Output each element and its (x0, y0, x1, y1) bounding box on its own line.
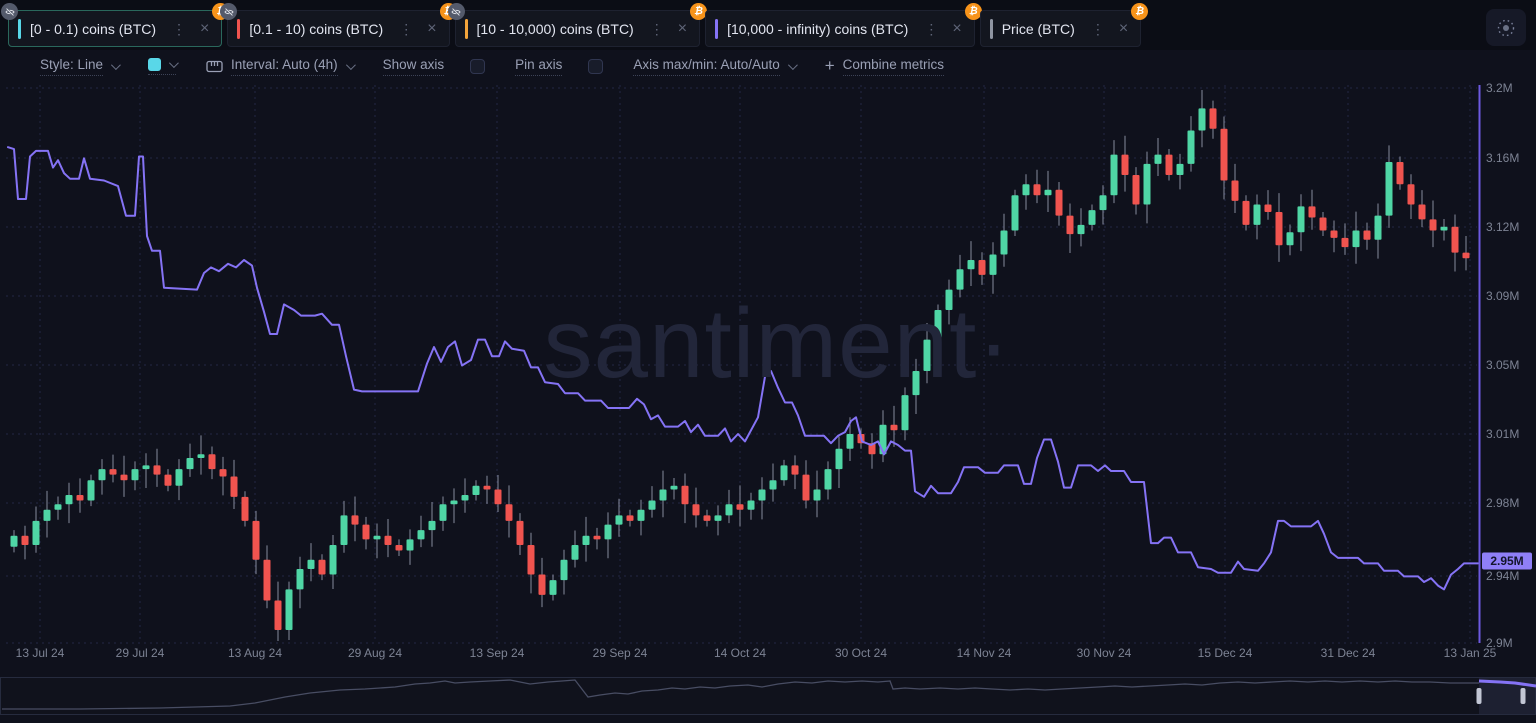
x-axis-labels: 13 Jul 24 29 Jul 24 13 Aug 24 29 Aug 24 13 S… (16, 646, 1497, 660)
timeline-navigator[interactable] (0, 677, 1536, 715)
chart-toolbar: Style: Line Interval: Auto (4h) Show axi… (0, 50, 1536, 82)
navigator-line (2, 679, 1479, 710)
tab-close-button[interactable]: × (200, 19, 210, 37)
metric-tab[interactable]: [0 - 0.1) coins (BTC)⋮×₿ (1, 3, 230, 47)
show-axis-checkbox[interactable] (470, 58, 486, 74)
svg-text:3.2M: 3.2M (1486, 82, 1513, 95)
eye-slash-badge (1, 3, 18, 20)
metric-tab[interactable]: [10 - 10,000) coins (BTC) ⋮ × ₿ (447, 3, 708, 47)
metric-tab-label: [0 - 0.1) coins (BTC) (30, 20, 157, 37)
svg-text:30 Oct 24: 30 Oct 24 (835, 646, 887, 660)
btc-badge: ₿ (1131, 3, 1149, 20)
navigator-handle[interactable] (1476, 688, 1482, 704)
metric-tab-label: Price (BTC) (1001, 20, 1075, 37)
svg-text:31 Dec 24: 31 Dec 24 (1321, 646, 1376, 660)
chart-settings-button[interactable] (1486, 9, 1526, 46)
price-candles (10, 90, 1470, 641)
eye-slash-badge (220, 3, 238, 20)
metric-tab-label: [10,000 - infinity) coins (BTC) (727, 20, 909, 37)
pin-axis-label: Pin axis (515, 57, 563, 76)
svg-text:2.94M: 2.94M (1486, 569, 1519, 583)
navigator-chart[interactable] (0, 677, 1536, 715)
svg-text:13 Sep 24: 13 Sep 24 (470, 646, 525, 660)
metric-tabs: [0 - 0.1) coins (BTC)⋮×₿[0.1 - 10) coins… (0, 0, 1536, 50)
svg-text:29 Jul 24: 29 Jul 24 (116, 646, 165, 660)
metric-tab[interactable]: [0.1 - 10) coins (BTC)⋮×₿ (220, 3, 457, 47)
svg-text:13 Aug 24: 13 Aug 24 (228, 646, 282, 660)
btc-badge: ₿ (690, 3, 708, 20)
pin-axis-checkbox[interactable] (588, 58, 604, 74)
svg-text:14 Nov 24: 14 Nov 24 (957, 646, 1012, 660)
style-label: Style: Line (40, 57, 104, 76)
axis-maxmin-label: Axis max/min: Auto/Auto (633, 57, 780, 76)
current-value-badge: 2.95M (1482, 552, 1532, 570)
btc-badge: ₿ (964, 3, 982, 20)
main-chart[interactable]: 3.2M3.16M3.12M3.09M3.05M3.01M2.98M2.94M2… (0, 82, 1536, 668)
svg-text:3.12M: 3.12M (1486, 220, 1519, 234)
svg-text:30 Nov 24: 30 Nov 24 (1077, 646, 1132, 660)
chart-area[interactable]: 3.2M 3.16M 3.12M 3.09M 3.05M 3.01M 2.98M 2.94M 2… (0, 82, 1536, 668)
svg-text:3.16M: 3.16M (1486, 151, 1519, 165)
tab-menu-button[interactable]: ⋮ (399, 20, 414, 37)
tab-menu-button[interactable]: ⋮ (1090, 20, 1105, 37)
tab-close-button[interactable]: × (427, 19, 437, 37)
tab-menu-button[interactable]: ⋮ (172, 20, 187, 37)
svg-text:2.95M: 2.95M (1490, 554, 1523, 568)
y-axis-labels: 3.2M 3.16M 3.12M 3.09M 3.05M 3.01M 2.98M 2.94M 2… (1486, 82, 1519, 650)
combine-metrics-label: Combine metrics (842, 57, 944, 76)
metric-color-bar (18, 18, 21, 39)
svg-text:29 Aug 24: 29 Aug 24 (348, 646, 402, 660)
axis-maxmin-dropdown[interactable]: Axis max/min: Auto/Auto (633, 57, 798, 76)
interval-icon (206, 59, 223, 74)
svg-text:14 Oct 24: 14 Oct 24 (714, 646, 766, 660)
color-swatch[interactable] (148, 57, 162, 71)
metric-tab-label: [10 - 10,000) coins (BTC) (476, 20, 634, 37)
metric-color-bar (715, 18, 719, 39)
tab-menu-button[interactable]: ⋮ (649, 20, 664, 37)
combine-metrics-button[interactable]: + Combine metrics (825, 56, 944, 76)
metric-tab[interactable]: Price (BTC) ⋮ × ₿ (979, 3, 1149, 47)
show-axis-label: Show axis (382, 57, 445, 76)
svg-text:2.9M: 2.9M (1486, 636, 1513, 650)
cohort-line-series (7, 146, 1479, 591)
interval-dropdown[interactable]: Interval: Auto (4h) (206, 57, 356, 76)
svg-text:2.98M: 2.98M (1486, 496, 1519, 510)
navigator-selected-line (1478, 679, 1536, 688)
chevron-down-icon (169, 57, 179, 68)
plus-icon: + (824, 56, 835, 75)
navigator-handle[interactable] (1520, 688, 1526, 704)
tab-close-button[interactable]: × (677, 19, 688, 37)
metric-tab-label: [0.1 - 10) coins (BTC) (249, 20, 384, 37)
interval-label: Interval: Auto (4h) (231, 57, 338, 76)
navigator-frame (0, 677, 1536, 715)
tab-close-button[interactable]: × (952, 19, 962, 37)
dotted-circle-icon (1495, 17, 1517, 39)
metric-color-bar (989, 18, 993, 39)
svg-text:29 Sep 24: 29 Sep 24 (593, 646, 648, 660)
svg-text:3.01M: 3.01M (1486, 427, 1519, 441)
metric-color-bar (464, 18, 468, 39)
eye-slash-badge (447, 3, 465, 20)
svg-text:3.05M: 3.05M (1486, 358, 1519, 372)
metric-tab[interactable]: [10,000 - infinity) coins (BTC) ⋮ × ₿ (705, 3, 982, 47)
pin-axis-toggle: Pin axis (515, 57, 604, 76)
tab-menu-button[interactable]: ⋮ (924, 20, 939, 37)
tab-close-button[interactable]: × (1118, 19, 1129, 37)
chevron-down-icon (111, 59, 121, 70)
svg-text:13 Jul 24: 13 Jul 24 (16, 646, 65, 660)
svg-text:13 Jan 25: 13 Jan 25 (1444, 646, 1497, 660)
show-axis-toggle: Show axis (382, 57, 486, 76)
style-dropdown[interactable]: Style: Line (40, 57, 121, 76)
gridlines (6, 85, 1477, 644)
chevron-down-icon (345, 59, 356, 70)
color-picker-dropdown[interactable] (148, 57, 179, 75)
svg-text:3.09M: 3.09M (1486, 289, 1519, 303)
metric-color-bar (237, 18, 241, 39)
svg-text:15 Dec 24: 15 Dec 24 (1198, 646, 1253, 660)
chevron-down-icon (787, 59, 798, 70)
